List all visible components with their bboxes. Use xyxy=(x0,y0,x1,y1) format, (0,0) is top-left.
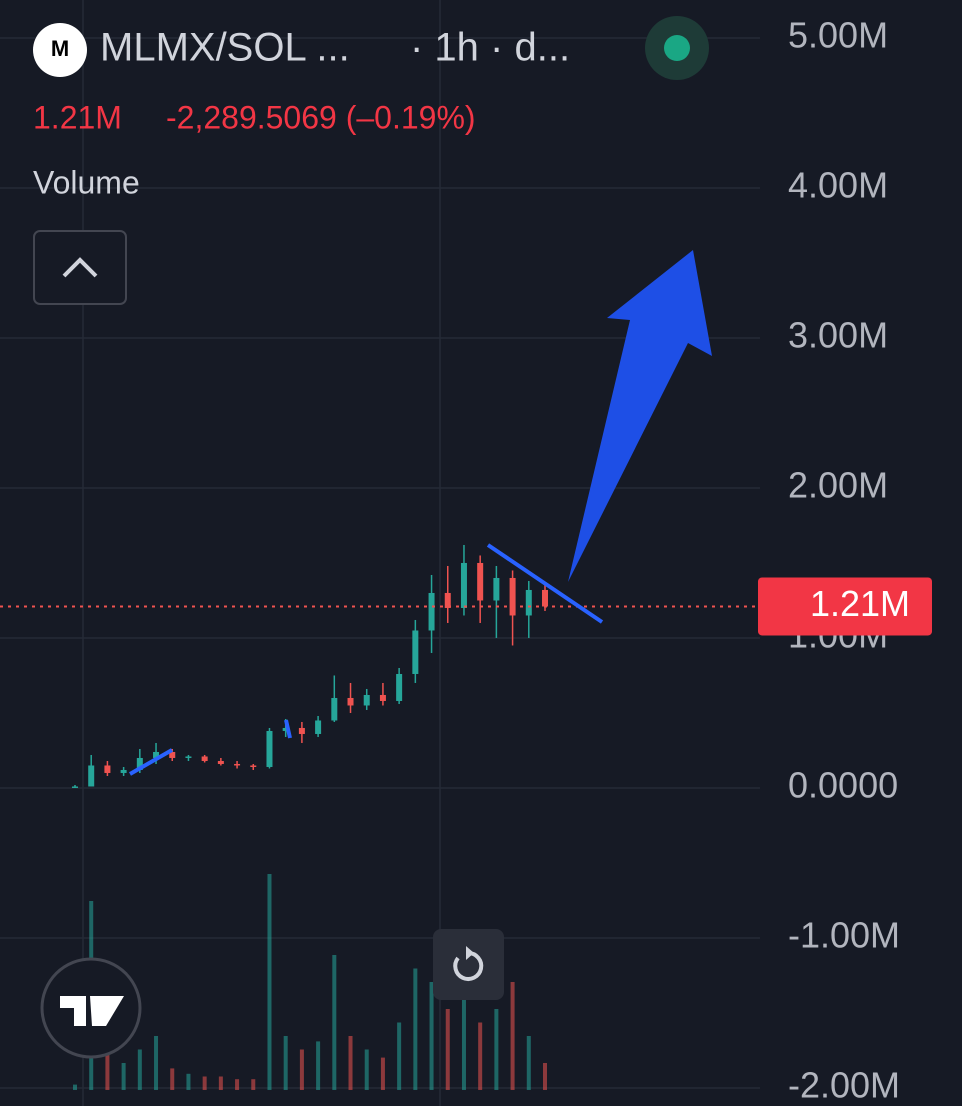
y-tick-label: 3.00M xyxy=(788,314,888,355)
volume-bar xyxy=(478,1022,483,1090)
y-tick-label: 4.00M xyxy=(788,164,888,205)
volume-bar xyxy=(235,1079,240,1090)
candles xyxy=(72,544,548,788)
reset-icon-head xyxy=(466,946,474,960)
volume-bar xyxy=(251,1079,256,1090)
status-dot xyxy=(664,35,690,61)
candle-body xyxy=(428,592,435,631)
y-tick-label: -1.00M xyxy=(788,915,900,956)
candle-body xyxy=(460,562,467,608)
y-tick-label: 0.0000 xyxy=(788,765,898,806)
candle-body xyxy=(396,673,403,701)
last-price-label: 1.21M xyxy=(810,583,910,624)
volume-bar xyxy=(170,1068,175,1090)
trend-line xyxy=(284,719,292,739)
candle-body xyxy=(201,756,208,761)
volume-bar xyxy=(283,1036,288,1090)
volume-bar xyxy=(510,982,515,1090)
candle-body xyxy=(217,760,224,764)
candle-body xyxy=(363,694,370,706)
tv-logo-mark xyxy=(60,996,124,1026)
candle-body xyxy=(477,562,484,601)
candle-body xyxy=(185,756,192,758)
candle-body xyxy=(72,786,78,788)
grid xyxy=(0,37,760,1089)
chevron-icon xyxy=(62,257,98,278)
volume-bar xyxy=(380,1057,385,1090)
last-price-box xyxy=(758,577,932,636)
volume-bar xyxy=(526,1036,531,1090)
candle-body xyxy=(104,765,111,773)
logo-mark: M xyxy=(51,36,69,61)
candle-body xyxy=(120,769,127,773)
volume-bar xyxy=(543,1063,547,1090)
candle-body xyxy=(266,730,273,767)
collapse-button[interactable] xyxy=(33,230,127,305)
candle-body xyxy=(250,765,257,767)
candle-body xyxy=(234,763,241,766)
candle-body xyxy=(153,751,160,758)
candle-body xyxy=(412,630,419,674)
candle-body xyxy=(169,751,176,758)
symbol: MLMX/SOL ... xyxy=(100,26,350,70)
y-tick-label: -2.00M xyxy=(788,1065,900,1106)
candle-body xyxy=(542,589,548,607)
volume-bar xyxy=(202,1076,207,1090)
volume-bar xyxy=(105,1036,110,1090)
volume-bar xyxy=(397,1022,402,1090)
volume-bar xyxy=(267,874,272,1090)
y-axis: 5.00M4.00M3.00M2.00M1.00M0.0000-1.00M-2.… xyxy=(788,14,900,1105)
candle-body xyxy=(509,577,516,616)
volume-bar xyxy=(348,1036,353,1090)
arrow xyxy=(568,250,712,582)
volume-bar xyxy=(413,968,418,1090)
logo xyxy=(33,23,87,77)
candle-body xyxy=(331,697,338,721)
candle-body xyxy=(136,757,143,770)
volume-bar xyxy=(429,982,434,1090)
volume-bar xyxy=(218,1076,223,1090)
volume-bar xyxy=(121,1063,126,1090)
interval: · 1h · d... xyxy=(410,26,570,70)
trend-line xyxy=(486,543,604,624)
volume-bar xyxy=(332,955,337,1090)
candle-body xyxy=(444,592,451,608)
candle-body xyxy=(282,727,289,731)
candle-body xyxy=(88,765,95,787)
reset-icon xyxy=(453,950,484,981)
y-tick-label: 5.00M xyxy=(788,14,888,55)
change: -2,289.5069 (–0.19%) xyxy=(166,99,476,135)
volume-label: Volume xyxy=(33,164,140,200)
candle-body xyxy=(493,577,500,601)
volume-bar xyxy=(186,1073,191,1090)
volume-bar xyxy=(445,1009,450,1090)
volume-bar xyxy=(316,1041,321,1090)
volume-bar xyxy=(154,1036,159,1090)
volume-bar xyxy=(494,1009,499,1090)
volume-bar xyxy=(73,1084,77,1090)
trend-line xyxy=(129,748,173,776)
candle-body xyxy=(347,697,354,706)
candle-body xyxy=(379,694,386,701)
volume-bar xyxy=(137,1049,142,1090)
volume-pane xyxy=(73,874,547,1090)
price: 1.21M xyxy=(33,99,122,135)
volume-bar xyxy=(364,1049,369,1090)
volume-bar xyxy=(461,995,466,1090)
reset-button[interactable] xyxy=(433,929,504,1000)
candle-body xyxy=(315,720,322,734)
tv-logo-dot xyxy=(95,997,105,1007)
y-tick-label: 2.00M xyxy=(788,464,888,505)
volume-bar xyxy=(299,1049,304,1090)
candle-body xyxy=(298,727,305,734)
candle-body xyxy=(525,589,532,616)
